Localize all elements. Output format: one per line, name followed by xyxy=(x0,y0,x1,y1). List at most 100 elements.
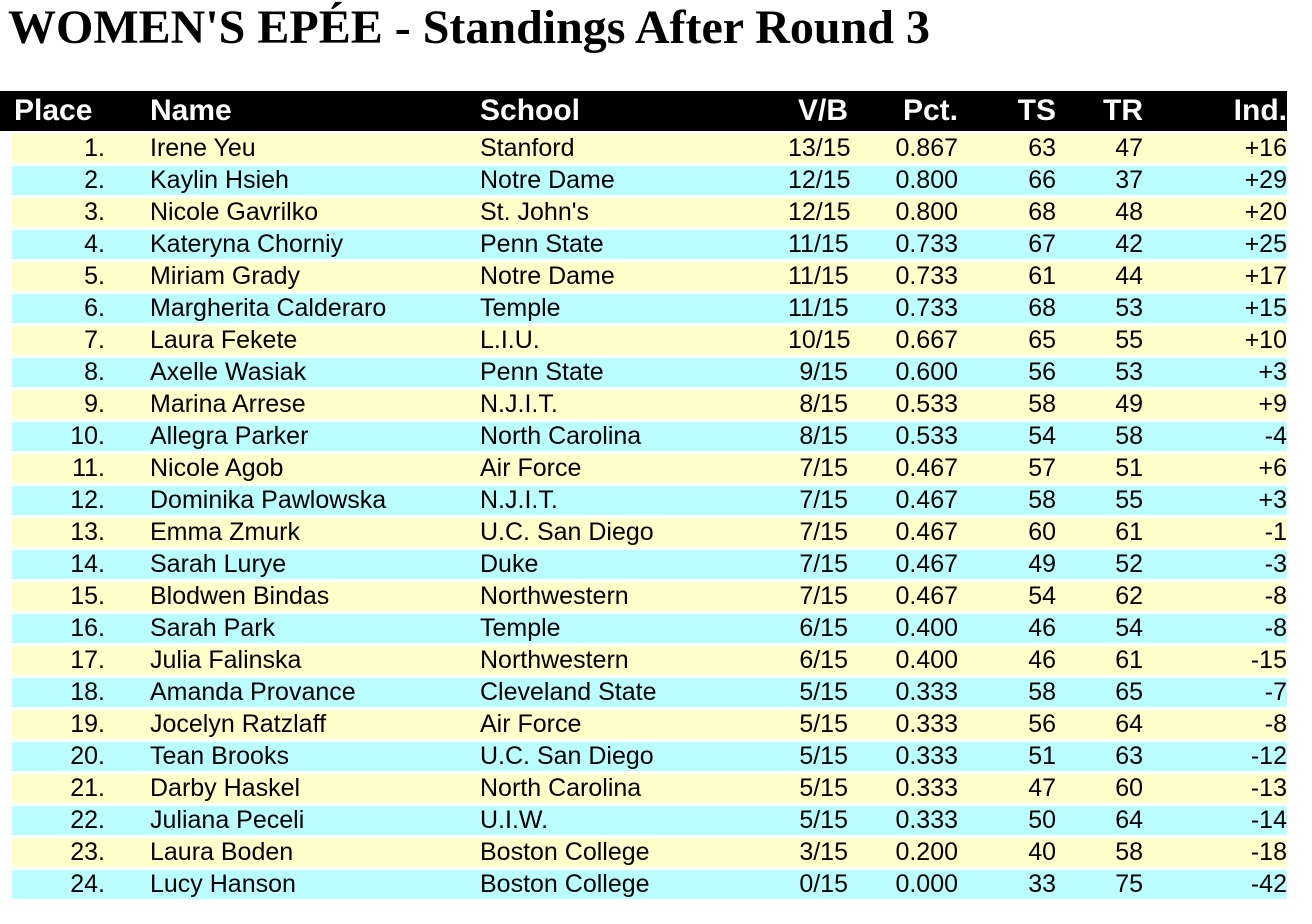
standings-table: Place Name School V/B Pct. TS TR Ind. 1.… xyxy=(0,90,1312,899)
vb-cell: 13/15 xyxy=(788,133,851,162)
pct-cell: 0.467 xyxy=(895,453,958,482)
pct-cell: 0.333 xyxy=(895,709,958,738)
table-row: 13. Emma Zmurk U.C. San Diego 7/15 0.467 60 61… xyxy=(12,517,1287,547)
table-row: 23. Laura Boden Boston College 3/15 0.200 40 5… xyxy=(12,837,1287,867)
ind-cell: -12 xyxy=(1250,741,1287,770)
place-cell: 14. xyxy=(70,549,105,578)
tr-cell: 58 xyxy=(1115,837,1143,866)
vb-cell: 8/15 xyxy=(799,421,848,450)
place-cell: 9. xyxy=(84,389,105,418)
vb-cell: 7/15 xyxy=(799,485,848,514)
pct-cell: 0.333 xyxy=(895,741,958,770)
ind-cell: -8 xyxy=(1264,613,1287,642)
table-row: 24. Lucy Hanson Boston College 0/15 0.000 33 7… xyxy=(12,869,1287,899)
name-cell: Darby Haskel xyxy=(150,773,301,802)
place-cell: 1. xyxy=(84,133,105,162)
school-cell: N.J.I.T. xyxy=(480,485,558,514)
tr-cell: 61 xyxy=(1115,645,1143,674)
school-cell: Notre Dame xyxy=(480,261,615,290)
pct-cell: 0.867 xyxy=(895,133,958,162)
vb-cell: 10/15 xyxy=(788,325,851,354)
school-cell: Penn State xyxy=(480,357,604,386)
pct-cell: 0.467 xyxy=(895,581,958,610)
name-cell: Nicole Agob xyxy=(150,453,284,482)
name-cell: Tean Brooks xyxy=(150,741,289,770)
school-cell: Northwestern xyxy=(480,581,629,610)
table-row: 19. Jocelyn Ratzlaff Air Force 5/15 0.333 56 6… xyxy=(12,709,1287,739)
school-cell: Penn State xyxy=(480,229,604,258)
school-cell: Air Force xyxy=(480,709,582,738)
place-cell: 17. xyxy=(70,645,105,674)
vb-cell: 7/15 xyxy=(799,517,848,546)
vb-cell: 5/15 xyxy=(799,805,848,834)
ind-cell: -3 xyxy=(1264,549,1287,578)
table-row: 5. Miriam Grady Notre Dame 11/15 0.733 61 44 +1… xyxy=(12,261,1287,291)
vb-cell: 9/15 xyxy=(799,357,848,386)
ind-cell: -13 xyxy=(1250,773,1287,802)
ts-cell: 68 xyxy=(1028,197,1056,226)
name-cell: Blodwen Bindas xyxy=(150,581,330,610)
tr-cell: 75 xyxy=(1115,869,1143,898)
vb-cell: 8/15 xyxy=(799,389,848,418)
page-title: WOMEN'S EPÉE - Standings After Round 3 xyxy=(8,1,930,54)
table-row: 15. Blodwen Bindas Northwestern 7/15 0.467 54… xyxy=(12,581,1287,611)
name-cell: Jocelyn Ratzlaff xyxy=(150,709,327,738)
place-cell: 15. xyxy=(70,581,105,610)
table-row: 17. Julia Falinska Northwestern 6/15 0.400 46… xyxy=(12,645,1287,675)
ts-cell: 47 xyxy=(1028,773,1056,802)
name-cell: Kateryna Chorniy xyxy=(150,229,344,258)
place-cell: 13. xyxy=(70,517,105,546)
pct-cell: 0.400 xyxy=(895,645,958,674)
school-cell: Boston College xyxy=(480,869,650,898)
vb-cell: 6/15 xyxy=(799,645,848,674)
tr-cell: 37 xyxy=(1115,165,1143,194)
table-row: 1. Irene Yeu Stanford 13/15 0.867 63 47 +16 xyxy=(12,133,1287,163)
table-row: 7. Laura Fekete L.I.U. 10/15 0.667 65 55 +10 xyxy=(12,325,1287,355)
tr-cell: 64 xyxy=(1115,805,1143,834)
ind-cell: -1 xyxy=(1264,517,1287,546)
place-cell: 4. xyxy=(84,229,105,258)
school-cell: Boston College xyxy=(480,837,650,866)
pct-cell: 0.733 xyxy=(895,293,958,322)
table-row: 4. Kateryna Chorniy Penn State 11/15 0.733 67… xyxy=(12,229,1287,259)
ind-cell: +25 xyxy=(1244,229,1287,258)
table-row: 16. Sarah Park Temple 6/15 0.400 46 54 -8 xyxy=(12,613,1287,643)
ind-cell: +20 xyxy=(1244,197,1287,226)
place-cell: 8. xyxy=(84,357,105,386)
ts-cell: 54 xyxy=(1028,581,1056,610)
ind-cell: -15 xyxy=(1250,645,1287,674)
pct-cell: 0.733 xyxy=(895,229,958,258)
table-row: 10. Allegra Parker North Carolina 8/15 0.533… xyxy=(12,421,1287,451)
school-cell: U.C. San Diego xyxy=(480,741,654,770)
place-cell: 3. xyxy=(84,197,105,226)
school-cell: St. John's xyxy=(480,197,589,226)
ind-cell: +3 xyxy=(1258,485,1287,514)
name-cell: Allegra Parker xyxy=(150,421,309,450)
vb-cell: 0/15 xyxy=(799,869,848,898)
vb-cell: 12/15 xyxy=(788,165,851,194)
school-cell: Northwestern xyxy=(480,645,629,674)
ts-cell: 56 xyxy=(1028,357,1056,386)
place-cell: 22. xyxy=(70,805,105,834)
school-cell: Stanford xyxy=(480,133,575,162)
ts-cell: 60 xyxy=(1028,517,1056,546)
ts-cell: 56 xyxy=(1028,709,1056,738)
name-cell: Irene Yeu xyxy=(150,133,256,162)
table-row: 22. Juliana Peceli U.I.W. 5/15 0.333 50 64 -14 xyxy=(12,805,1287,835)
table-row: 12. Dominika Pawlowska N.J.I.T. 7/15 0.467 58… xyxy=(12,485,1287,515)
school-cell: L.I.U. xyxy=(480,325,540,354)
place-cell: 5. xyxy=(84,261,105,290)
name-cell: Axelle Wasiak xyxy=(150,357,307,386)
school-cell: North Carolina xyxy=(480,421,642,450)
ind-cell: -8 xyxy=(1264,709,1287,738)
pct-cell: 0.533 xyxy=(895,421,958,450)
ind-cell: -8 xyxy=(1264,581,1287,610)
school-cell: Temple xyxy=(480,293,561,322)
tr-cell: 48 xyxy=(1115,197,1143,226)
place-cell: 7. xyxy=(84,325,105,354)
tr-cell: 52 xyxy=(1115,549,1143,578)
place-cell: 21. xyxy=(70,773,105,802)
vb-cell: 3/15 xyxy=(799,837,848,866)
table-row: 11. Nicole Agob Air Force 7/15 0.467 57 51 +6 xyxy=(12,453,1287,483)
ind-cell: +17 xyxy=(1244,261,1287,290)
